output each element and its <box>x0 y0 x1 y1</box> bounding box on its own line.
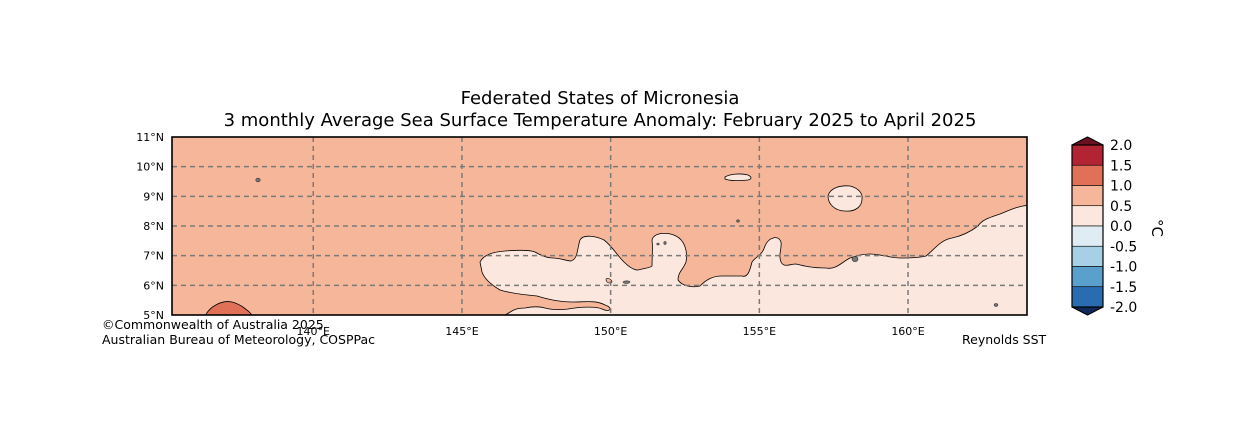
island <box>656 242 660 246</box>
dataset-text: Reynolds SST <box>962 332 1047 347</box>
longitude-axis: 140°E 145°E 150°E 155°E 160°E <box>297 325 925 338</box>
lon-tick-label: 160°E <box>891 325 924 338</box>
colorbar-segment <box>1071 245 1104 267</box>
colorbar-tick-label: -1.0 <box>1110 260 1137 276</box>
colorbar-segment <box>1071 266 1104 288</box>
chart-title: Federated States of Micronesia <box>460 88 740 109</box>
colorbar-segment <box>1071 185 1104 207</box>
anomaly-warm-patch-sw <box>205 301 253 315</box>
colorbar-extend-min <box>1071 306 1104 316</box>
map-frame <box>171 136 1028 316</box>
lat-tick-label: 11°N <box>136 131 164 144</box>
island <box>851 256 859 262</box>
islands <box>255 177 999 307</box>
lat-tick-label: 9°N <box>143 190 164 203</box>
colorbar-segment <box>1071 164 1104 186</box>
chart-subtitle: 3 monthly Average Sea Surface Temperatur… <box>223 110 977 131</box>
colorbar-tick-label: 1.5 <box>1110 158 1132 174</box>
colorbar-tick-label: -0.5 <box>1110 239 1137 255</box>
lat-tick-label: 6°N <box>143 279 164 292</box>
colorbar-tick-label: 0.0 <box>1110 219 1132 235</box>
lat-tick-label: 7°N <box>143 250 164 263</box>
colorbar-segment <box>1071 205 1104 227</box>
colorbar-frame <box>1071 144 1104 308</box>
lat-tick-label: 8°N <box>143 220 164 233</box>
colorbar-segment <box>1071 225 1104 247</box>
colorbar-tick-label: -1.5 <box>1110 280 1137 296</box>
colorbar-tick-label: 0.5 <box>1110 199 1132 215</box>
island <box>663 241 667 245</box>
island <box>993 303 999 307</box>
lon-tick-label: 140°E <box>297 325 330 338</box>
lon-tick-label: 155°E <box>743 325 776 338</box>
island <box>736 219 740 223</box>
latitude-axis: 11°N 10°N 9°N 8°N 7°N 6°N 5°N <box>136 131 164 322</box>
colorbar-segment <box>1071 144 1104 166</box>
colorbar-unit: °C <box>1148 219 1166 237</box>
island <box>622 280 631 284</box>
colorbar-tick-label: 1.0 <box>1110 179 1132 195</box>
colorbar-tick-label: -2.0 <box>1110 300 1137 316</box>
lon-tick-label: 145°E <box>445 325 478 338</box>
agency-text: Australian Bureau of Meteorology, COSPPa… <box>102 332 375 347</box>
anomaly-cool-patch-north <box>827 185 863 212</box>
colorbar-extend-max <box>1071 136 1104 146</box>
colorbar-tick-label: 2.0 <box>1110 138 1132 154</box>
lat-tick-label: 5°N <box>143 309 164 322</box>
copyright-text: ©Commonwealth of Australia 2025 <box>102 317 324 332</box>
lat-tick-label: 10°N <box>136 161 164 174</box>
colorbar-segment <box>1071 286 1104 308</box>
anomaly-cool-blob-north <box>724 173 752 182</box>
colorbar: 2.0 1.5 1.0 0.5 0.0 -0.5 -1.0 -1.5 -2.0 <box>1071 136 1137 316</box>
lon-tick-label: 150°E <box>594 325 627 338</box>
island <box>255 177 261 183</box>
graticule <box>172 137 1027 315</box>
